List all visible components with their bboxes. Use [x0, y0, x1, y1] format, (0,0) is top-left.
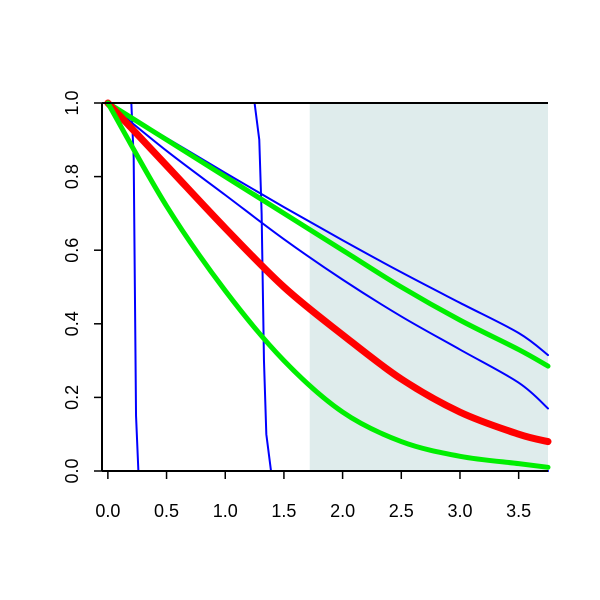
series-line-4 [106, 102, 549, 410]
series-line-7 [105, 100, 551, 470]
y-tick-label: 0.8 [62, 164, 82, 189]
x-tick-label: 1.5 [271, 501, 296, 521]
series-line-6 [104, 99, 552, 446]
y-tick-label: 0.4 [62, 311, 82, 336]
x-tick-label: 3.0 [447, 501, 472, 521]
x-axis: 0.0 0.5 1.0 1.5 2.0 2.5 3.0 3.5 [95, 470, 548, 521]
series-line-5 [105, 100, 551, 369]
x-tick-label: 1.0 [213, 501, 238, 521]
y-axis: 0.0 0.2 0.4 0.6 0.8 1.0 [62, 90, 103, 484]
y-tick-label: 0.2 [62, 385, 82, 410]
x-tick-label: 0.5 [154, 501, 179, 521]
x-tick-label: 2.5 [389, 501, 414, 521]
series-line-2 [106, 102, 549, 472]
y-tick-label: 0.0 [62, 458, 82, 483]
x-tick-label: 3.5 [506, 501, 531, 521]
x-tick-label: 2.0 [330, 501, 355, 521]
x-tick-label: 0.0 [95, 501, 120, 521]
y-tick-label: 0.6 [62, 238, 82, 263]
y-tick-label: 1.0 [62, 90, 82, 115]
